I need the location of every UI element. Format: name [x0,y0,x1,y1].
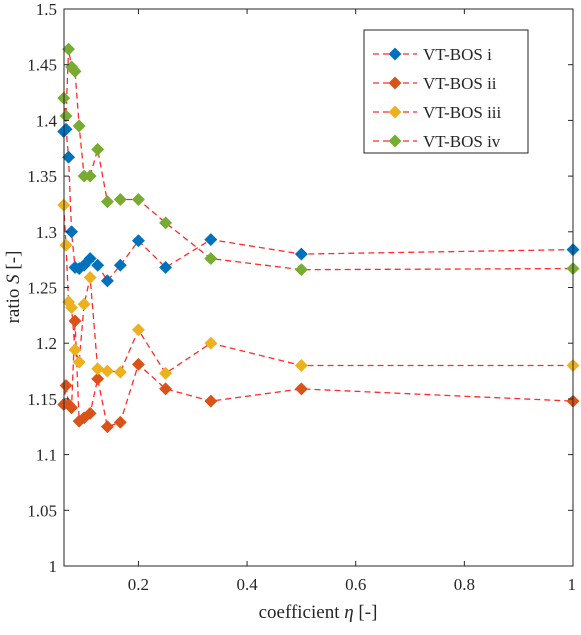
data-point-series-3 [294,358,308,373]
legend-box [363,29,529,154]
data-point-series-1 [100,274,114,288]
data-point-series-2 [159,382,173,396]
y-tick-label: 1.45 [27,56,57,75]
data-point-series-2 [100,420,114,434]
series-markers [57,42,580,434]
data-point-series-1 [294,247,308,261]
data-point-series-1 [159,260,173,275]
data-point-series-3 [83,270,97,285]
data-point-series-1 [64,225,79,239]
legend-label: VT-BOS i [423,45,492,64]
data-point-series-4 [204,251,218,266]
data-point-series-3 [68,343,82,357]
y-tick-label: 1.1 [36,446,57,465]
data-point-series-4 [159,216,173,230]
y-tick-label: 1.35 [27,167,57,186]
legend: VT-BOS i VT-BOS ii VT-BOS iii VT-BOS iv [363,29,529,154]
data-point-series-1 [131,234,145,248]
data-point-series-2 [64,401,79,415]
data-point-series-3 [91,362,105,376]
x-tick-label: 1 [568,575,577,594]
x-axis-label: coefficient η [-] [259,602,378,623]
y-tick-label: 1.15 [27,390,57,409]
data-point-series-2 [131,357,145,371]
data-point-series-4 [100,195,114,209]
y-tick-label: 1.2 [36,334,57,353]
data-point-series-1 [113,258,127,272]
x-tick-label: 0.6 [345,575,366,594]
y-tick-label: 1.05 [27,501,57,520]
y-tick-label: 1 [49,557,58,576]
y-tick-label: 1.4 [36,111,58,130]
data-point-series-2 [83,406,97,420]
legend-marker [388,47,402,61]
y-axis-label: ratio S [-] [3,251,24,324]
y-tick-label: 1.25 [27,279,57,298]
data-point-series-1 [59,122,73,136]
data-point-series-4 [68,64,82,78]
data-point-series-3 [159,366,173,380]
x-axis: 0.2 0.4 0.6 0.8 1 [128,9,576,594]
data-point-series-4 [294,263,308,277]
legend-marker [388,134,402,148]
data-point-series-3 [113,365,127,379]
data-point-series-2 [294,382,308,396]
data-point-series-1 [204,233,218,247]
data-point-series-2 [204,394,218,408]
data-point-series-2 [91,372,105,386]
series-line-1 [63,127,574,282]
data-point-series-1 [83,251,97,266]
data-point-series-3 [59,238,73,252]
legend-marker [388,105,402,119]
data-point-series-4 [91,142,105,156]
data-point-series-4 [83,169,97,183]
legend-marker [388,76,402,90]
x-tick-label: 0.2 [128,575,149,594]
data-point-series-2 [113,415,127,429]
y-tick-label: 1.5 [36,0,57,19]
legend-entries: VT-BOS i VT-BOS ii VT-BOS iii VT-BOS iv [373,45,502,151]
series-line-4 [63,48,574,271]
legend-label: VT-BOS iii [423,103,502,122]
data-point-series-3 [131,323,145,337]
y-tick-label: 1.3 [36,223,57,242]
data-point-series-3 [100,364,114,378]
data-point-series-2 [68,314,82,328]
data-point-series-4 [72,119,86,133]
data-point-series-1 [91,258,105,272]
data-point-series-4 [131,192,145,207]
x-tick-label: 0.4 [236,575,258,594]
legend-label: VT-BOS ii [423,74,497,93]
legend-label: VT-BOS iv [423,132,501,151]
x-tick-label: 0.8 [454,575,475,594]
data-point-series-3 [77,297,91,311]
data-point-series-4 [113,192,127,207]
data-point-series-3 [72,355,86,369]
data-point-series-2 [59,378,73,393]
y-axis: 1 1.05 1.1 1.15 1.2 1.25 1.3 1.35 1.4 1.45 1.5 [27,0,573,576]
data-point-series-3 [204,336,218,350]
data-point-series-3 [64,300,79,315]
data-point-series-4 [59,109,73,123]
